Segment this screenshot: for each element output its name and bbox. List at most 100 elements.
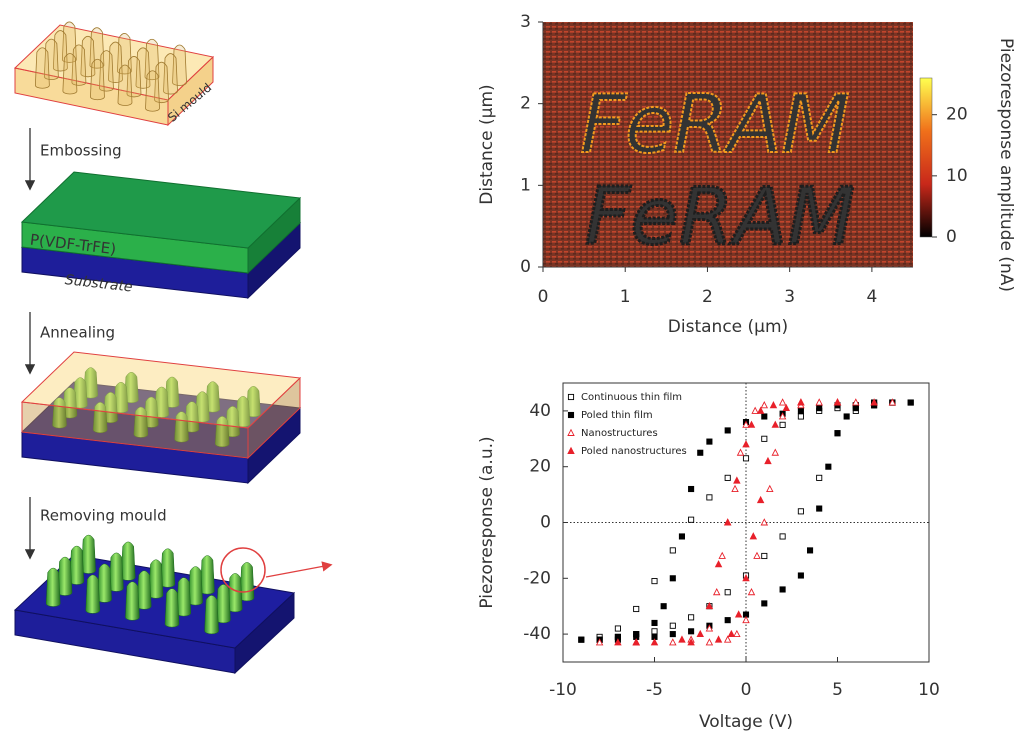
y-tick-label: 3 bbox=[520, 12, 531, 32]
pillar bbox=[90, 59, 104, 100]
data-point bbox=[817, 475, 822, 480]
pillar bbox=[58, 557, 72, 596]
pillar bbox=[109, 553, 123, 592]
pillar bbox=[46, 568, 60, 607]
x-tick-label: 4 bbox=[866, 287, 877, 307]
data-point bbox=[670, 548, 675, 553]
data-point bbox=[798, 408, 803, 413]
zoom-arrow bbox=[266, 565, 330, 577]
data-point bbox=[780, 399, 786, 405]
y-tick-label: 2 bbox=[520, 94, 531, 114]
data-point bbox=[816, 399, 822, 405]
pillar bbox=[177, 578, 191, 617]
data-point bbox=[762, 553, 767, 558]
pillar bbox=[161, 549, 175, 588]
figure: Si mouldP(VDF-TrFE)Substrate Embossing A… bbox=[0, 0, 1024, 740]
data-point bbox=[758, 497, 764, 503]
data-point bbox=[748, 589, 754, 595]
legend-marker bbox=[568, 412, 573, 417]
step-label: Embossing bbox=[40, 142, 122, 160]
data-point bbox=[689, 486, 694, 491]
y-tick-label: 20 bbox=[529, 457, 551, 477]
x-tick-label: 10 bbox=[918, 680, 940, 700]
data-point bbox=[798, 414, 803, 419]
data-point bbox=[748, 422, 754, 428]
x-tick-label: 3 bbox=[784, 287, 795, 307]
data-point bbox=[661, 604, 666, 609]
data-point bbox=[817, 406, 822, 411]
data-point bbox=[634, 632, 639, 637]
pillar bbox=[149, 560, 163, 599]
data-point bbox=[734, 477, 740, 483]
data-point bbox=[772, 449, 778, 455]
x-tick-label: -5 bbox=[646, 680, 663, 700]
x-tick-label: 0 bbox=[538, 287, 549, 307]
y-axis-label: Piezoresponse (a.u.) bbox=[477, 436, 497, 608]
data-point bbox=[714, 589, 720, 595]
colorbar-tick-label: 20 bbox=[946, 105, 968, 125]
x-axis-label: Distance (μm) bbox=[668, 317, 788, 337]
data-point bbox=[725, 636, 731, 642]
pillar bbox=[228, 573, 242, 612]
data-point bbox=[732, 486, 738, 492]
pillar bbox=[118, 65, 132, 106]
x-tick-label: 0 bbox=[741, 680, 752, 700]
pillar bbox=[82, 535, 96, 574]
pillar bbox=[205, 595, 219, 634]
data-point bbox=[780, 587, 785, 592]
data-point bbox=[633, 639, 639, 645]
data-point bbox=[762, 601, 767, 606]
data-point bbox=[652, 639, 658, 645]
y-tick-label: -20 bbox=[523, 568, 551, 588]
data-point bbox=[719, 553, 725, 559]
legend-label: Nanostructures bbox=[581, 428, 658, 439]
x-axis-label: Voltage (V) bbox=[699, 712, 793, 732]
legend-label: Poled nanostructures bbox=[581, 446, 687, 457]
y-tick-label: -40 bbox=[523, 624, 551, 644]
data-point bbox=[679, 534, 684, 539]
colorbar-label: Piezoresponse amplitude (nA) bbox=[996, 38, 1016, 292]
data-point bbox=[767, 486, 773, 492]
data-point bbox=[770, 402, 776, 408]
legend-marker bbox=[568, 394, 573, 399]
x-tick-label: -10 bbox=[549, 680, 577, 700]
colorbar-tick-label: 10 bbox=[946, 166, 968, 186]
colorbar bbox=[920, 78, 932, 237]
data-point bbox=[908, 400, 913, 405]
data-point bbox=[750, 533, 756, 539]
pillar bbox=[98, 564, 112, 603]
data-point bbox=[689, 615, 694, 620]
pillar bbox=[121, 542, 135, 581]
data-point bbox=[743, 441, 749, 447]
data-point bbox=[707, 439, 712, 444]
pillar bbox=[146, 71, 160, 112]
pillar bbox=[35, 48, 49, 89]
data-point bbox=[670, 623, 675, 628]
data-point bbox=[707, 495, 712, 500]
data-point bbox=[761, 402, 767, 408]
data-point bbox=[725, 618, 730, 623]
data-point bbox=[689, 517, 694, 522]
data-point bbox=[725, 475, 730, 480]
pillar bbox=[200, 556, 214, 595]
step-label: Annealing bbox=[40, 324, 115, 342]
data-point bbox=[807, 548, 812, 553]
pillar bbox=[63, 54, 77, 95]
y-tick-label: 0 bbox=[540, 513, 551, 533]
written-pattern: FeRAM bbox=[580, 78, 850, 171]
data-point bbox=[765, 458, 771, 464]
data-point bbox=[780, 534, 785, 539]
legend-marker bbox=[568, 430, 574, 436]
data-point bbox=[652, 620, 657, 625]
x-tick-label: 5 bbox=[832, 680, 843, 700]
legend-label: Continuous thin film bbox=[581, 392, 682, 403]
pillar bbox=[70, 546, 84, 585]
y-tick-label: 0 bbox=[520, 257, 531, 277]
data-point bbox=[670, 576, 675, 581]
data-point bbox=[798, 509, 803, 514]
data-point bbox=[783, 405, 789, 411]
pillar bbox=[240, 562, 254, 601]
data-point bbox=[798, 399, 804, 405]
data-point bbox=[670, 639, 676, 645]
data-point bbox=[679, 636, 685, 642]
